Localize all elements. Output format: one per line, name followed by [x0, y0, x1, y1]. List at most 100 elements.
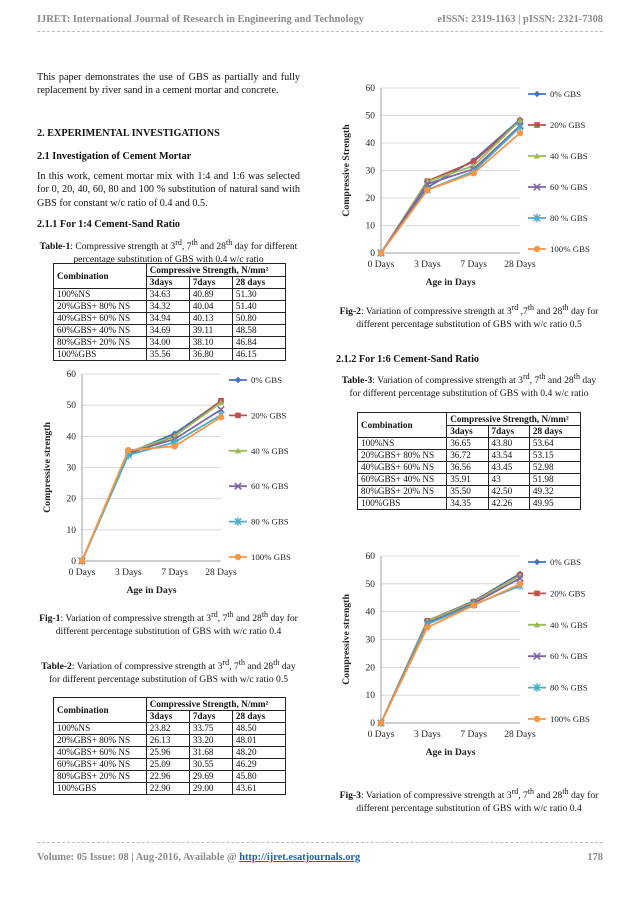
section-heading: 2. EXPERIMENTAL INVESTIGATIONS	[37, 128, 220, 139]
table-cell: 30.55	[188, 758, 233, 771]
legend-label: 0% GBS	[550, 557, 581, 567]
y-tick-label: 50	[366, 580, 376, 590]
table1-label: Table-1	[39, 241, 71, 253]
table-row: 100%NS 23.82 33.75 48.50	[53, 722, 287, 735]
y-tick-label: 0	[71, 557, 76, 567]
table-row: 20%GBS+ 80% NS 34.32 40.04 51.40	[53, 300, 287, 313]
legend-item: 0% GBS	[528, 557, 581, 567]
day-header: 28 days	[231, 710, 287, 723]
running-header: IJRET: International Journal of Research…	[37, 14, 603, 25]
star-marker	[516, 122, 524, 132]
table-cell: 39.11	[188, 324, 233, 337]
table-row: 80%GBS+ 20% NS 34.00 38.10 46.84	[53, 336, 287, 349]
y-tick-label: 60	[366, 84, 376, 94]
table-cell: 20%GBS+ 80% NS	[356, 449, 448, 462]
x-marker	[516, 574, 524, 583]
table-cell: 43.80	[487, 437, 530, 450]
series-100-gbs	[377, 129, 524, 257]
triangle-marker	[533, 152, 541, 159]
table-cell: 35.91	[446, 473, 489, 486]
journal-link[interactable]: http://ijret.esatjournals.org	[239, 852, 361, 863]
table-cell: 25.96	[145, 746, 190, 759]
x-marker	[533, 183, 541, 191]
strength-header: Compressive Strength, N/mm²	[145, 263, 287, 277]
caption-text: day for different percentage substitutio…	[349, 375, 597, 399]
table-cell: 51.40	[231, 300, 287, 313]
table3: Combination Compressive Strength, N/mm² 3d…	[356, 412, 582, 510]
page-number: 178	[587, 852, 603, 863]
star-marker	[234, 517, 242, 526]
table2-label: Table-2	[41, 661, 72, 673]
square-marker	[534, 590, 540, 597]
x-tick-label: 3 Days	[115, 568, 142, 578]
table-cell: 40.13	[188, 312, 233, 325]
x-tick-label: 0 Days	[69, 568, 96, 578]
y-tick-label: 10	[366, 691, 376, 701]
legend-item: 20% GBS	[528, 588, 586, 598]
strength-header: Compressive Strength, N/mm²	[145, 697, 287, 711]
circle-marker	[377, 249, 385, 257]
table-cell: 51.30	[231, 288, 287, 301]
x-tick-label: 7 Days	[161, 568, 188, 578]
table-cell: 60%GBS+ 40% NS	[53, 324, 147, 337]
caption-text: : Compressive strength at 3	[70, 241, 176, 253]
day-header: 7days	[188, 710, 233, 723]
legend-label: 0% GBS	[251, 375, 282, 385]
intro-paragraph: This paper demonstrates the use of GBS a…	[37, 72, 300, 97]
table-row: 60%GBS+ 40% NS 25.09 30.55 46.29	[53, 758, 287, 771]
x-marker	[423, 180, 432, 188]
table-cell: 45.80	[231, 770, 287, 783]
table1: Combination Compressive Strength, N/mm² 3d…	[53, 263, 287, 361]
caption-text: , 7	[518, 790, 528, 802]
day-header: 28 days	[528, 425, 582, 438]
table-cell: 100%NS	[53, 722, 147, 735]
caption-text: , 7	[217, 613, 228, 625]
triangle-marker	[217, 399, 225, 406]
caption-text: , 7	[529, 375, 540, 387]
caption-text: and 28	[244, 661, 274, 673]
circle-marker	[125, 446, 132, 454]
table3-caption: Table-3: Variation of compressive streng…	[336, 372, 602, 401]
table-cell: 43	[487, 473, 530, 486]
table-row: 100%GBS 34.35 42.26 49.95	[356, 497, 582, 510]
volume-info: Volume: 05 Issue: 08 | Aug-2016, Availab…	[37, 852, 240, 863]
running-footer: Volume: 05 Issue: 08 | Aug-2016, Availab…	[37, 852, 603, 863]
table-cell: 40%GBS+ 60% NS	[53, 312, 147, 325]
circle-marker	[516, 129, 524, 137]
table-cell: 40.04	[188, 300, 233, 313]
y-tick-label: 30	[366, 636, 376, 646]
sup: th	[227, 610, 234, 619]
caption-text: day for different percentage substitutio…	[356, 790, 599, 814]
table-cell: 42.26	[487, 497, 530, 510]
table-row: 100%NS 36.65 43.80 53.64	[356, 437, 582, 450]
y-tick-label: 20	[366, 663, 376, 673]
series-line	[81, 416, 222, 562]
square-marker	[470, 158, 477, 165]
table-cell: 34.00	[145, 336, 190, 349]
legend-item: 60 % GBS	[229, 481, 289, 491]
legend-label: 100% GBS	[550, 244, 590, 254]
day-header: 28 days	[231, 276, 287, 289]
table-row: 40%GBS+ 60% NS 36.56 43.45 52.98	[356, 461, 582, 474]
fig2-label: Fig-2	[339, 306, 361, 318]
legend-label: 40 % GBS	[550, 151, 588, 161]
table-cell: 34.94	[145, 312, 190, 325]
legend-label: 40 % GBS	[251, 446, 289, 456]
sup: th	[562, 787, 569, 796]
x-marker	[234, 482, 242, 490]
y-tick-label: 10	[67, 526, 77, 536]
table-cell: 26.13	[145, 734, 190, 747]
table-cell: 52.98	[528, 461, 582, 474]
sup: th	[261, 610, 269, 619]
x-marker	[533, 652, 541, 660]
circle-marker	[171, 443, 178, 450]
table-cell: 100%GBS	[53, 348, 147, 361]
table-cell: 100%NS	[356, 437, 448, 450]
circle-marker	[217, 413, 225, 421]
fig2-chart: 0 10 20 30 40 50 60 0 Days 3 Days 7 Days 28 Days Ag…	[336, 79, 604, 299]
subsection-heading: 2.1 Investigation of Cement Mortar	[37, 151, 192, 162]
legend-label: 60 % GBS	[550, 651, 588, 661]
table-cell: 43.54	[487, 449, 530, 462]
triangle-marker	[516, 117, 524, 124]
legend-item: 100% GBS	[528, 714, 590, 724]
